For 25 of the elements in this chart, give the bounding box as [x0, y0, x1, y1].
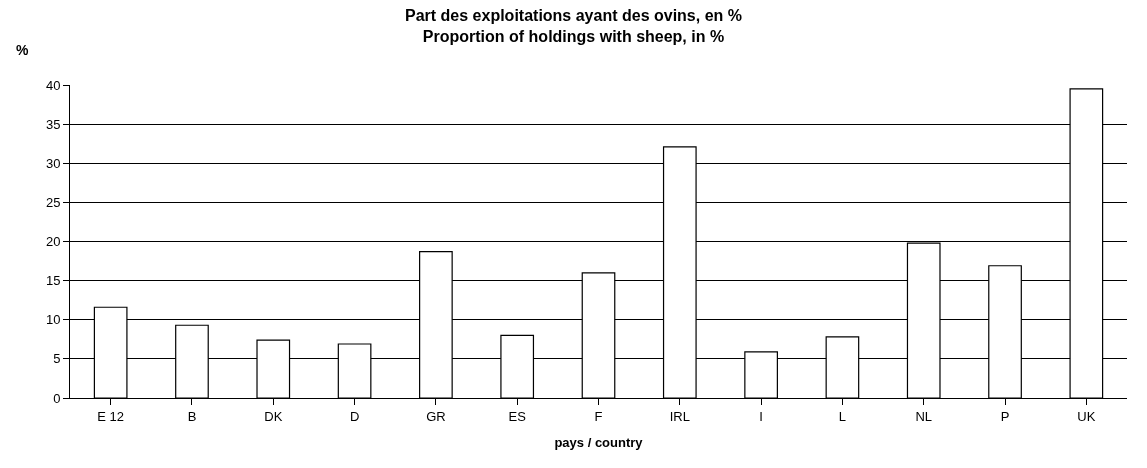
x-tick-label: D	[349, 408, 360, 424]
x-tick-label: E 12	[97, 408, 125, 424]
y-tick-label: 15	[45, 273, 61, 289]
x-tick-label: GR	[426, 408, 446, 424]
x-tick-label: F	[594, 408, 603, 424]
x-tick-label: DK	[264, 408, 283, 424]
y-tick-label: 0	[53, 390, 61, 406]
x-tick-label: B	[187, 408, 197, 424]
x-tick-label: NL	[915, 408, 933, 424]
y-tick-label: 20	[45, 234, 61, 250]
x-axis-title: pays / country	[554, 435, 644, 451]
x-tick-label: L	[838, 408, 847, 424]
y-tick-label: 30	[45, 155, 61, 171]
x-tick-label: I	[759, 408, 763, 424]
y-tick-label: 5	[53, 351, 61, 367]
x-tick-label: UK	[1077, 408, 1096, 424]
chart-title: Part des exploitations ayant des ovins, en % Proportion of holdings with sheep, in %	[405, 7, 742, 45]
y-tick-label: 10	[45, 312, 61, 328]
y-tick-label: 25	[45, 194, 61, 210]
y-axis-title: %	[16, 42, 29, 58]
x-tick-label: IRL	[669, 408, 690, 424]
y-tick-label: 40	[45, 77, 61, 93]
x-tick-label: P	[1000, 408, 1010, 424]
x-tick-label: ES	[508, 408, 527, 424]
y-tick-label: 35	[45, 116, 61, 132]
